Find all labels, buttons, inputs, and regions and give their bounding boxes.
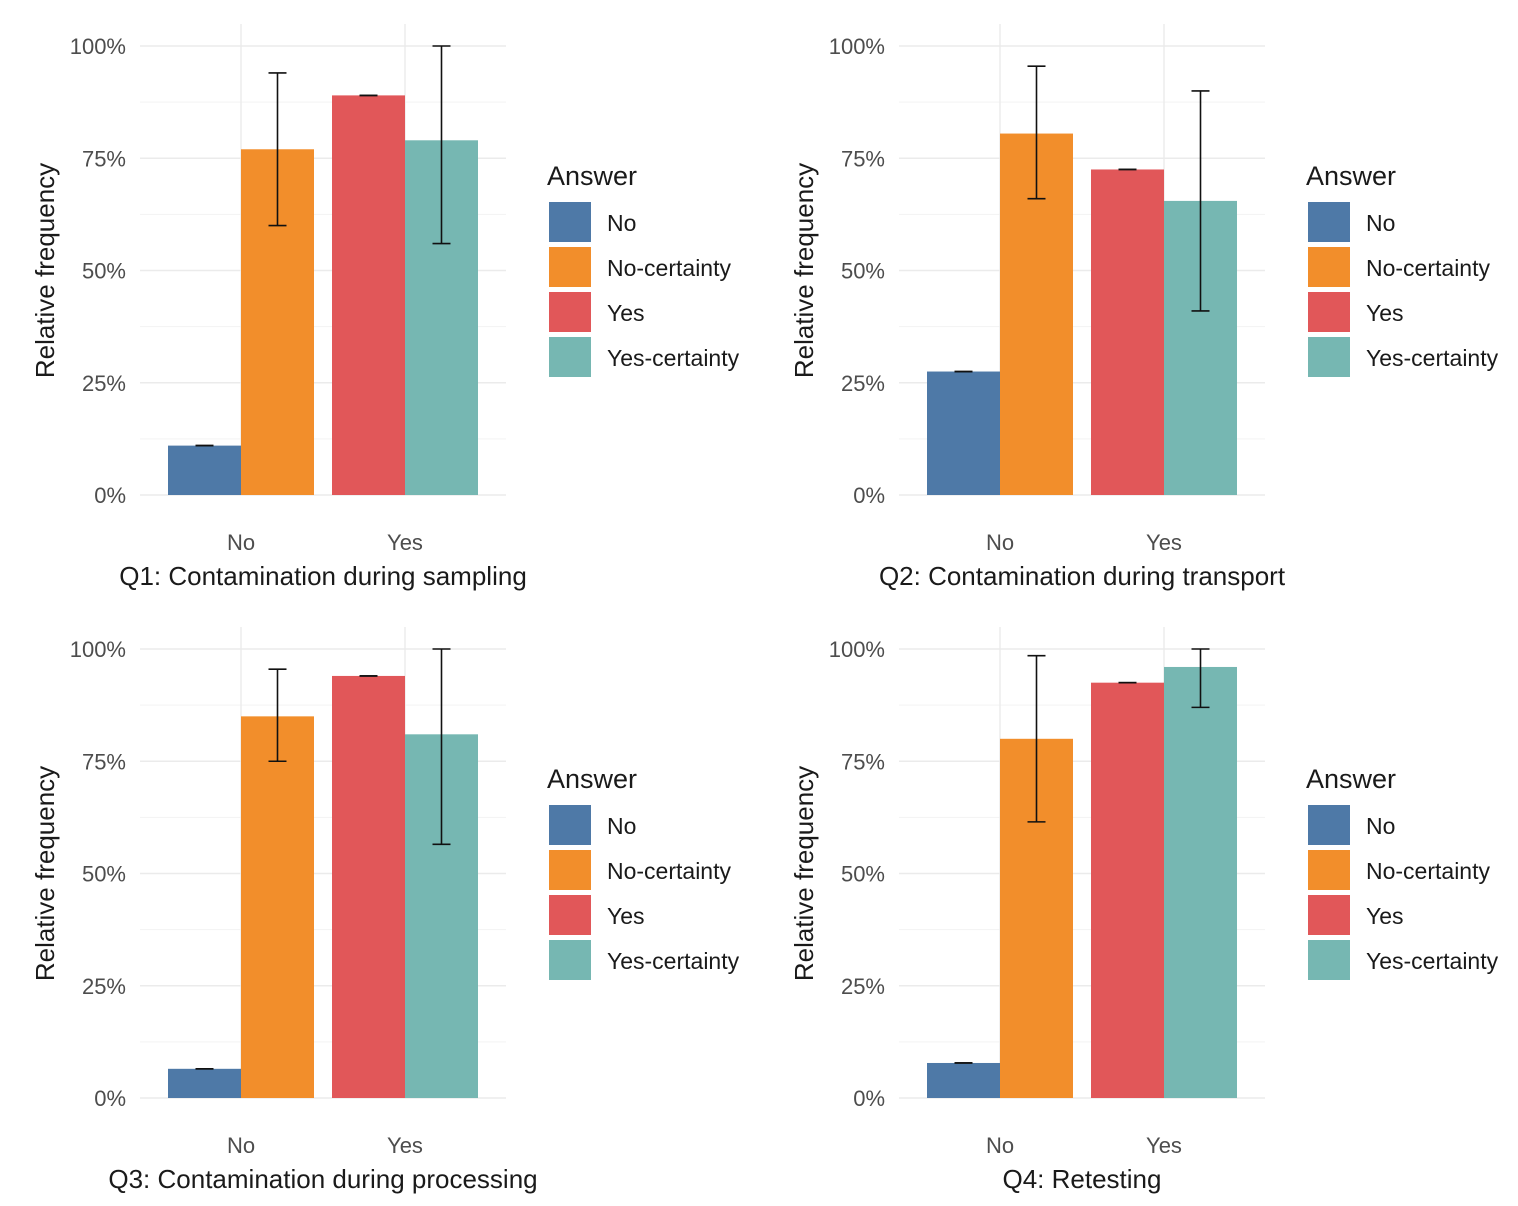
legend-title: Answer [1306, 161, 1396, 191]
bar [1091, 682, 1164, 1098]
y-tick-label: 0% [94, 483, 126, 508]
x-tick-label: No [986, 1133, 1014, 1158]
legend-swatch [549, 895, 591, 935]
x-axis-title: Q1: Contamination during sampling [119, 561, 527, 591]
y-tick-label: 100% [70, 637, 126, 662]
legend-label: Yes-certainty [607, 345, 740, 371]
y-tick-label: 50% [841, 259, 885, 284]
legend-title: Answer [1306, 764, 1396, 794]
legend-swatch [549, 247, 591, 287]
legend-label: Yes [1366, 300, 1404, 326]
y-tick-label: 50% [82, 862, 126, 887]
legend-label: No [1366, 813, 1395, 839]
legend-swatch [1308, 805, 1350, 845]
y-tick-label: 100% [829, 34, 885, 59]
bar [927, 1062, 1000, 1098]
y-tick-label: 25% [82, 974, 126, 999]
legend-swatch [549, 940, 591, 980]
legend-swatch [549, 202, 591, 242]
y-tick-label: 50% [82, 259, 126, 284]
legend-swatch [1308, 292, 1350, 332]
legend-label: Yes [607, 300, 645, 326]
legend-title: Answer [547, 764, 637, 794]
legend-label: No [607, 813, 636, 839]
legend-swatch [1308, 940, 1350, 980]
legend-swatch [549, 292, 591, 332]
y-tick-label: 75% [82, 749, 126, 774]
legend-label: Yes-certainty [607, 948, 740, 974]
y-tick-label: 75% [841, 146, 885, 171]
legend-label: No [1366, 210, 1395, 236]
legend-label: No-certainty [1366, 255, 1490, 281]
y-axis-title: Relative frequency [30, 766, 60, 981]
x-tick-label: Yes [1146, 530, 1182, 555]
legend-swatch [1308, 202, 1350, 242]
legend-swatch [549, 805, 591, 845]
bar [332, 675, 405, 1098]
x-tick-label: Yes [387, 1133, 423, 1158]
y-tick-label: 25% [841, 371, 885, 396]
y-tick-label: 25% [82, 371, 126, 396]
legend-label: Yes [1366, 903, 1404, 929]
legend-title: Answer [547, 161, 637, 191]
legend-swatch [1308, 895, 1350, 935]
y-tick-label: 50% [841, 862, 885, 887]
bar [927, 371, 1000, 495]
y-tick-label: 100% [829, 637, 885, 662]
legend-swatch [1308, 850, 1350, 890]
x-tick-label: Yes [387, 530, 423, 555]
bar [1164, 666, 1237, 1098]
chart-panel-q4: 0% 25% 50% 75% 100% No Yes Q4: Retesting Relativ… [789, 627, 1499, 1194]
legend-label: No-certainty [607, 858, 731, 884]
y-tick-label: 100% [70, 34, 126, 59]
legend-label: Yes-certainty [1366, 948, 1499, 974]
bar [1091, 169, 1164, 495]
y-tick-label: 25% [841, 974, 885, 999]
y-tick-label: 0% [853, 483, 885, 508]
legend-swatch [1308, 337, 1350, 377]
legend-swatch [549, 337, 591, 377]
x-axis-title: Q2: Contamination during transport [879, 561, 1286, 591]
y-tick-label: 0% [853, 1086, 885, 1111]
bar [241, 716, 314, 1098]
y-axis-title: Relative frequency [30, 163, 60, 378]
bar [168, 1068, 241, 1098]
legend-label: Yes [607, 903, 645, 929]
x-axis-title: Q4: Retesting [1003, 1164, 1162, 1194]
bar [168, 445, 241, 495]
legend-label: No-certainty [607, 255, 731, 281]
y-tick-label: 75% [841, 749, 885, 774]
x-tick-label: Yes [1146, 1133, 1182, 1158]
chart-panel-q3: 0% 25% 50% 75% 100% No Yes Q3: Contamination du… [30, 627, 740, 1194]
legend-swatch [549, 850, 591, 890]
x-axis-title: Q3: Contamination during processing [108, 1164, 537, 1194]
chart-panel-q1: 0% 25% 50% 75% 100% No Yes Q1: Contamination du… [30, 24, 740, 591]
legend-label: Yes-certainty [1366, 345, 1499, 371]
chart-panel-q2: 0% 25% 50% 75% 100% No Yes Q2: Contamination du… [789, 24, 1499, 591]
legend-label: No [607, 210, 636, 236]
bar [332, 95, 405, 495]
y-tick-label: 0% [94, 1086, 126, 1111]
y-axis-title: Relative frequency [789, 163, 819, 378]
y-axis-title: Relative frequency [789, 766, 819, 981]
x-tick-label: No [986, 530, 1014, 555]
x-tick-label: No [227, 530, 255, 555]
legend-label: No-certainty [1366, 858, 1490, 884]
y-tick-label: 75% [82, 146, 126, 171]
x-tick-label: No [227, 1133, 255, 1158]
legend-swatch [1308, 247, 1350, 287]
